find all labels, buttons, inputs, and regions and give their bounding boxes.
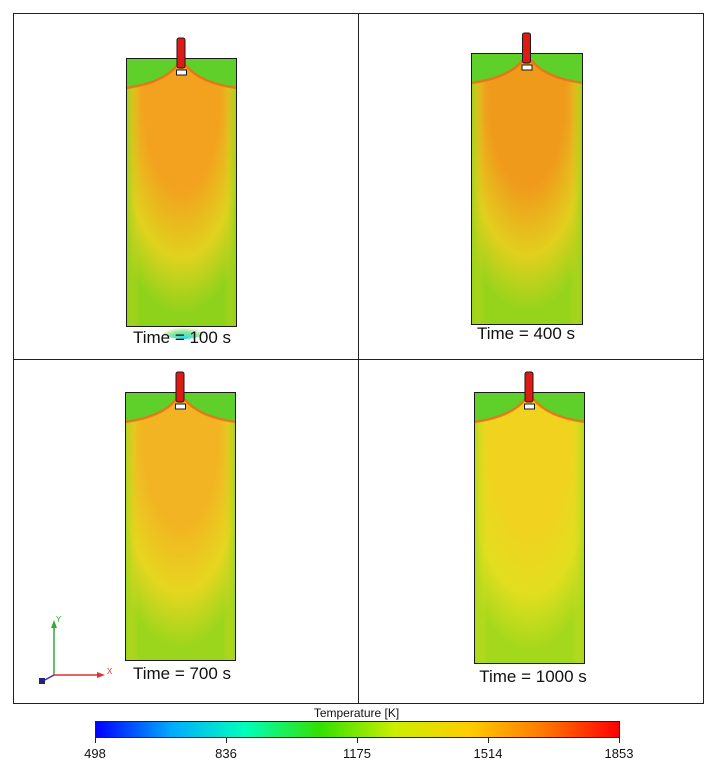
- temperature-panel-100s: [125, 37, 238, 339]
- temperature-panel-400s: [470, 32, 584, 325]
- grid-vertical-divider: [358, 14, 359, 703]
- grid-horizontal-divider: [14, 359, 703, 360]
- colorbar-tick-label: 1175: [343, 746, 371, 761]
- temperature-field: [473, 371, 586, 664]
- time-label: Time = 100 s: [132, 328, 232, 347]
- colorbar-tick: [619, 738, 620, 743]
- axes-triad: Y X: [34, 612, 124, 692]
- colorbar-tick: [357, 738, 358, 743]
- figure-grid: [13, 13, 704, 704]
- time-label: Time = 400 s: [476, 324, 576, 343]
- colorbar-title: Temperature [K]: [313, 706, 400, 720]
- colorbar-tick: [488, 738, 489, 743]
- colorbar-tick-label: 836: [215, 746, 237, 761]
- temperature-panel-1000s: [473, 371, 586, 664]
- x-axis-label: X: [107, 667, 113, 676]
- temperature-panel-700s: [124, 371, 237, 661]
- temperature-field: [125, 37, 238, 339]
- temperature-field: [124, 371, 237, 661]
- colorbar-tick: [95, 738, 96, 743]
- y-axis-label: Y: [56, 615, 62, 624]
- time-label: Time = 1000 s: [479, 667, 587, 686]
- colorbar: [95, 721, 620, 738]
- colorbar-tick: [226, 738, 227, 743]
- colorbar-tick-label: 498: [84, 746, 106, 761]
- colorbar-tick-label: 1853: [604, 746, 634, 761]
- temperature-field: [470, 32, 584, 325]
- time-label: Time = 700 s: [132, 664, 232, 683]
- axes-triad-icon: Y X: [39, 615, 113, 684]
- colorbar-tick-label: 1514: [473, 746, 503, 761]
